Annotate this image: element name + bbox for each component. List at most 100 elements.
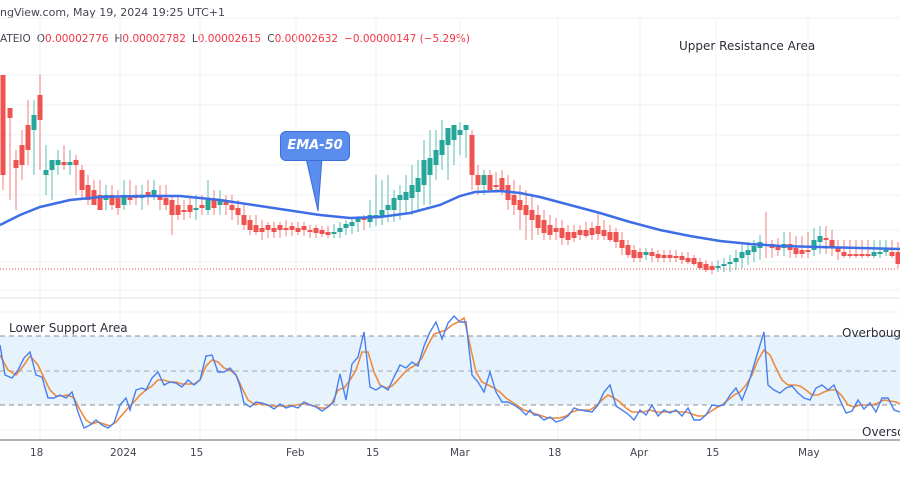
candle-body (325, 232, 331, 235)
candle-body (817, 236, 823, 242)
candle-body (313, 228, 319, 233)
time-axis-label: 15 (706, 447, 720, 459)
candle-body (607, 232, 613, 240)
candle-body (0, 75, 6, 175)
candle-body (727, 262, 733, 264)
candle-body (859, 254, 865, 256)
high-field: H0.00002782 (115, 33, 186, 45)
candle-body (553, 228, 559, 232)
candle-body (595, 226, 601, 234)
candle-body (409, 185, 415, 198)
open-label: O (36, 33, 46, 45)
candle-body (163, 198, 169, 205)
candle-body (391, 198, 397, 210)
candle-body (691, 258, 697, 264)
candle-body (421, 160, 427, 185)
high-value: 0.00002782 (122, 33, 186, 45)
time-axis-label: Mar (450, 447, 470, 459)
candle-body (481, 175, 487, 185)
candle-body (451, 125, 457, 140)
candle-body (499, 178, 505, 190)
candle-body (547, 225, 553, 235)
candle-body (583, 230, 589, 236)
candle-body (463, 125, 469, 130)
close-field: C0.00002632 (267, 33, 338, 45)
candle-body (877, 252, 883, 254)
candle-body (433, 150, 439, 165)
candle-body (283, 228, 289, 230)
candle-body (739, 252, 745, 258)
candle-body (151, 190, 157, 195)
candle-body (403, 192, 409, 200)
candle-body (601, 230, 607, 236)
candle-body (895, 252, 900, 264)
candle-body (67, 162, 73, 165)
candle-body (613, 232, 619, 242)
candle-body (277, 225, 283, 230)
candle-body (745, 250, 751, 255)
candle-body (703, 264, 709, 270)
candle-body (829, 240, 835, 248)
candle-body (301, 226, 307, 230)
symbol-label: ATEIO (0, 33, 31, 45)
candle-body (361, 218, 367, 220)
candle-body (871, 252, 877, 256)
candle-body (865, 254, 871, 256)
candle-body (775, 246, 781, 250)
candle-body (181, 210, 187, 212)
candle-body (97, 195, 103, 210)
candle-body (889, 252, 895, 256)
candle-body (169, 200, 175, 215)
candle-body (697, 262, 703, 268)
candle-body (343, 224, 349, 228)
candle-body (211, 200, 217, 208)
candle-body (709, 266, 715, 270)
candle-body (805, 250, 811, 252)
candle-body (511, 195, 517, 205)
candle-body (469, 135, 475, 175)
candle-body (523, 205, 529, 215)
stochastic-k-line (0, 314, 900, 429)
candle-body (799, 250, 805, 254)
candle-body (349, 222, 355, 226)
candle-body (145, 192, 151, 195)
close-value: 0.00002632 (274, 33, 339, 45)
candle-body (571, 232, 577, 238)
candle-body (79, 170, 85, 190)
low-value: 0.00002615 (197, 33, 262, 45)
candle-body (265, 225, 271, 230)
candle-body (187, 205, 193, 212)
candle-body (655, 254, 661, 258)
candle-body (715, 266, 721, 268)
time-axis-label: 18 (548, 447, 562, 459)
candle-body (109, 195, 115, 205)
candle-body (19, 145, 25, 165)
candle-body (589, 228, 595, 235)
candle-body (457, 130, 463, 135)
candle-body (517, 200, 523, 210)
candle-body (379, 210, 385, 216)
overbought-label: Overboug (842, 326, 900, 340)
time-axis-label: Apr (630, 447, 649, 459)
candle-body (307, 230, 313, 232)
candle-body (883, 250, 889, 252)
candle-body (841, 252, 847, 256)
candle-body (823, 238, 829, 240)
candle-body (685, 258, 691, 262)
candle-body (661, 255, 667, 258)
candle-body (637, 252, 643, 258)
candle-body (37, 95, 43, 120)
candle-body (319, 230, 325, 234)
candle-body (721, 264, 727, 266)
candle-body (121, 195, 127, 205)
candle-body (157, 195, 163, 200)
candle-body (853, 254, 859, 256)
candle-body (355, 218, 361, 222)
low-label: L (191, 33, 198, 45)
candle-body (295, 228, 301, 232)
candle-body (631, 250, 637, 258)
candle-body (415, 178, 421, 192)
candle-body (235, 208, 241, 215)
candle-body (73, 160, 79, 165)
